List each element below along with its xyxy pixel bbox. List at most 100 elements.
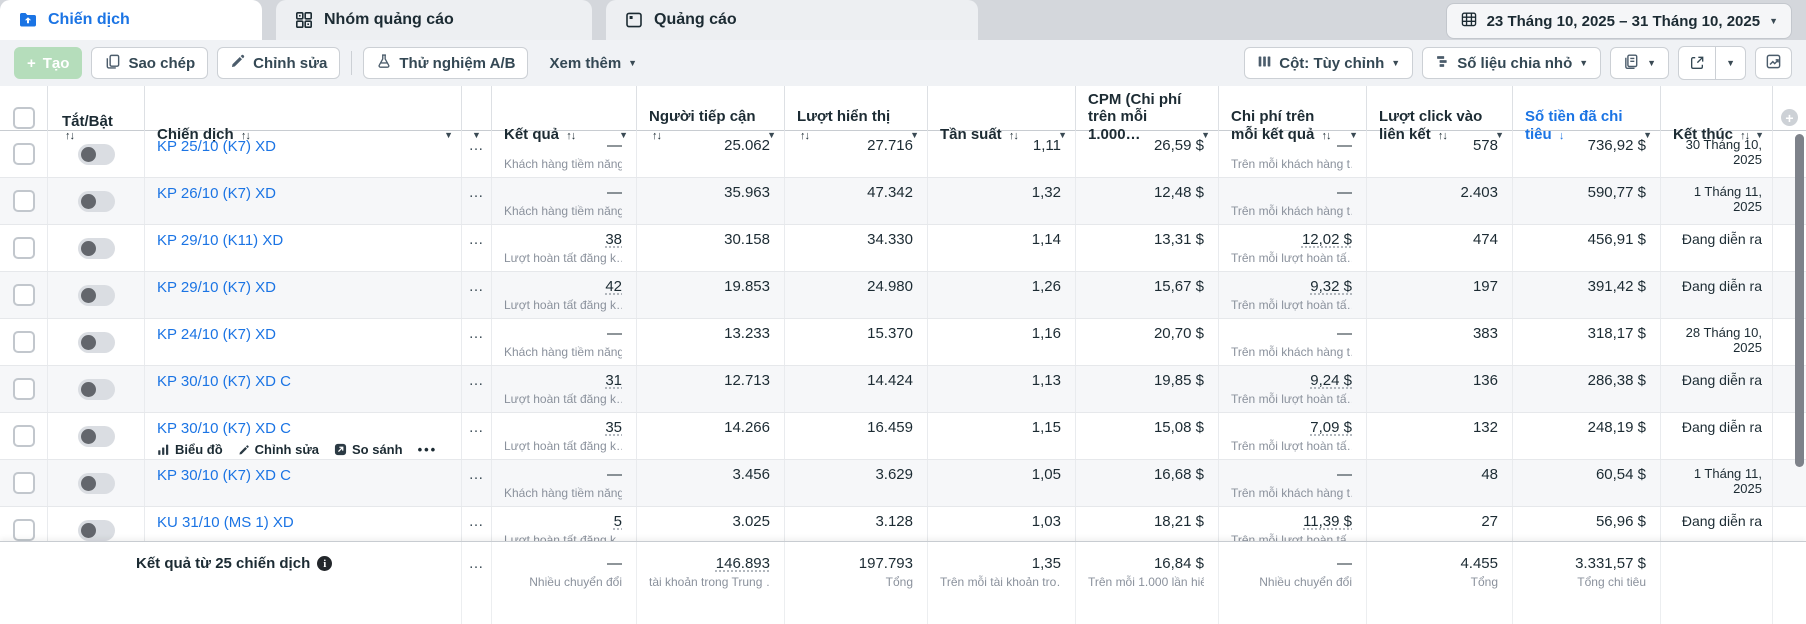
actions-toolbar: + Tạo Sao chép Chỉnh sửa Thử nghiệm A/B …: [0, 40, 1806, 86]
filter-caret-icon[interactable]: ▼: [910, 129, 919, 140]
chevron-down-icon: ▼: [628, 57, 638, 68]
impressions-cell: 3.128: [785, 507, 928, 541]
campaign-link[interactable]: KP 30/10 (K7) XD C: [157, 467, 291, 484]
filter-caret-icon[interactable]: ▼: [472, 129, 481, 140]
row-checkbox[interactable]: [12, 284, 35, 306]
campaign-toggle[interactable]: [77, 284, 115, 306]
campaign-toggle[interactable]: [77, 425, 115, 447]
campaign-link[interactable]: KU 31/10 (MS 1) XD: [157, 514, 294, 531]
campaign-link[interactable]: KP 24/10 (K7) XD: [157, 326, 276, 343]
breakdown-button[interactable]: Số liệu chia nhỏ ▼: [1422, 47, 1602, 79]
compare-action[interactable]: So sánh: [334, 442, 403, 457]
campaign-toggle[interactable]: [77, 378, 115, 400]
impressions-cell: 15.370: [785, 319, 928, 365]
add-column-cell: [1773, 507, 1806, 541]
export-options-button[interactable]: ▼: [1716, 47, 1745, 79]
sort-icon: ↑↓: [652, 129, 662, 142]
toggle-knob: [80, 193, 96, 209]
campaigns-table: Tắt/Bật ↑↓ Chiến dịch ↑↓ ▼ ▼ Kết quả ↑↓ …: [0, 86, 1806, 624]
more-actions[interactable]: •••: [417, 442, 438, 457]
row-checkbox[interactable]: [12, 378, 35, 400]
campaign-toggle[interactable]: [77, 519, 115, 541]
columns-button[interactable]: Cột: Tùy chỉnh ▼: [1244, 47, 1414, 79]
campaign-name-cell: KP 24/10 (K7) XD: [145, 319, 462, 365]
date-range-picker[interactable]: 23 Tháng 10, 2025 – 31 Tháng 10, 2025 ▼: [1445, 3, 1792, 39]
campaign-link[interactable]: KP 29/10 (K7) XD: [157, 279, 276, 296]
filter-caret-icon[interactable]: ▼: [1495, 129, 1504, 140]
add-column-button[interactable]: +: [1781, 109, 1798, 127]
campaign-toggle[interactable]: [77, 237, 115, 259]
row-toggle-cell: [48, 225, 145, 271]
select-all-checkbox[interactable]: [12, 106, 35, 129]
row-checkbox[interactable]: [12, 237, 35, 259]
summary-delivery-cell: …: [462, 542, 492, 624]
header-reach[interactable]: Người tiếp cận ↑↓ ▼: [637, 86, 785, 150]
flask-icon: [376, 53, 392, 73]
campaign-link[interactable]: KP 29/10 (K11) XD: [157, 232, 284, 249]
more-button[interactable]: Xem thêm ▼: [537, 47, 649, 79]
campaign-toggle[interactable]: [77, 331, 115, 353]
edit-action[interactable]: Chỉnh sửa: [238, 442, 319, 457]
header-amount-spent[interactable]: Số tiền đã chi tiêu ↓ ▼: [1513, 86, 1661, 150]
filter-caret-icon[interactable]: ▼: [1201, 129, 1210, 140]
ab-test-button[interactable]: Thử nghiệm A/B: [363, 47, 529, 79]
delivery-ellipsis: …: [468, 184, 485, 201]
filter-caret-icon[interactable]: ▼: [444, 129, 453, 140]
row-checkbox-cell: [0, 460, 48, 506]
view-charts-action[interactable]: Biểu đồ: [157, 442, 223, 457]
summary-label-cell: Kết quả từ 25 chiến dịch i: [0, 542, 462, 624]
delivery-cell: …: [462, 460, 492, 506]
tab-adsets[interactable]: Nhóm quảng cáo: [276, 0, 592, 40]
export-button[interactable]: [1679, 47, 1715, 79]
duplicate-button[interactable]: Sao chép: [91, 47, 209, 79]
header-frequency[interactable]: Tần suất ↑↓ ▼: [928, 86, 1076, 150]
row-checkbox[interactable]: [12, 331, 35, 353]
row-checkbox[interactable]: [12, 425, 35, 447]
header-ends[interactable]: Kết thúc ↑↓ ▼: [1661, 86, 1773, 150]
header-campaign[interactable]: Chiến dịch ↑↓ ▼: [145, 86, 462, 150]
row-checkbox[interactable]: [12, 472, 35, 494]
campaign-link[interactable]: KP 26/10 (K7) XD: [157, 185, 276, 202]
sort-icon: ↑↓: [240, 129, 251, 142]
tab-campaigns[interactable]: Chiến dịch: [0, 0, 262, 40]
edit-button[interactable]: Chỉnh sửa: [217, 47, 341, 79]
row-checkbox[interactable]: [12, 519, 35, 541]
table-row: KP 30/10 (K7) XD C Biểu đồ Chỉnh sửa So …: [0, 413, 1806, 460]
cpm-cell: 18,21 $: [1076, 507, 1219, 541]
table-summary-row: Kết quả từ 25 chiến dịch i … — Nhiều chu…: [0, 541, 1806, 624]
frequency-cell: 1,05: [928, 460, 1076, 506]
campaign-name-cell: KP 29/10 (K7) XD: [145, 272, 462, 318]
row-checkbox[interactable]: [12, 190, 35, 212]
header-impressions[interactable]: Lượt hiển thị ↑↓ ▼: [785, 86, 928, 150]
campaign-link[interactable]: KP 30/10 (K7) XD C: [157, 373, 291, 390]
campaign-toggle[interactable]: [77, 472, 115, 494]
row-checkbox[interactable]: [12, 143, 35, 165]
header-cpm[interactable]: CPM (Chi phí trên mỗi 1.000… ▼: [1076, 86, 1219, 150]
analyze-button[interactable]: [1755, 47, 1792, 79]
vertical-scrollbar-thumb[interactable]: [1795, 134, 1804, 467]
header-delivery[interactable]: ▼: [462, 86, 492, 150]
header-toggle[interactable]: Tắt/Bật ↑↓: [48, 86, 145, 150]
filter-caret-icon[interactable]: ▼: [1349, 129, 1358, 140]
header-link-clicks[interactable]: Lượt click vào liên kết ↑↓ ▼: [1367, 86, 1513, 150]
create-button[interactable]: + Tạo: [14, 47, 83, 79]
info-icon[interactable]: i: [317, 556, 333, 571]
filter-caret-icon[interactable]: ▼: [1643, 129, 1652, 140]
filter-caret-icon[interactable]: ▼: [1058, 129, 1067, 140]
reports-button[interactable]: ▼: [1610, 47, 1670, 79]
delivery-cell: …: [462, 131, 492, 177]
impressions-cell: 24.980: [785, 272, 928, 318]
filter-caret-icon[interactable]: ▼: [767, 129, 776, 140]
header-results[interactable]: Kết quả ↑↓ ▼: [492, 86, 637, 150]
filter-caret-icon[interactable]: ▼: [1755, 129, 1764, 140]
header-cost-per-result[interactable]: Chi phí trên mỗi kết quả ↑↓ ▼: [1219, 86, 1367, 150]
campaign-toggle[interactable]: [77, 190, 115, 212]
tab-ads[interactable]: Quảng cáo: [606, 0, 978, 40]
filter-caret-icon[interactable]: ▼: [619, 129, 628, 140]
campaign-link[interactable]: KP 30/10 (K7) XD C: [157, 420, 291, 437]
campaign-link[interactable]: KP 25/10 (K7) XD: [157, 138, 276, 155]
delivery-cell: …: [462, 178, 492, 224]
campaign-toggle[interactable]: [77, 143, 115, 165]
toggle-knob: [80, 428, 96, 444]
header-ends-label: Kết thúc: [1673, 125, 1733, 143]
